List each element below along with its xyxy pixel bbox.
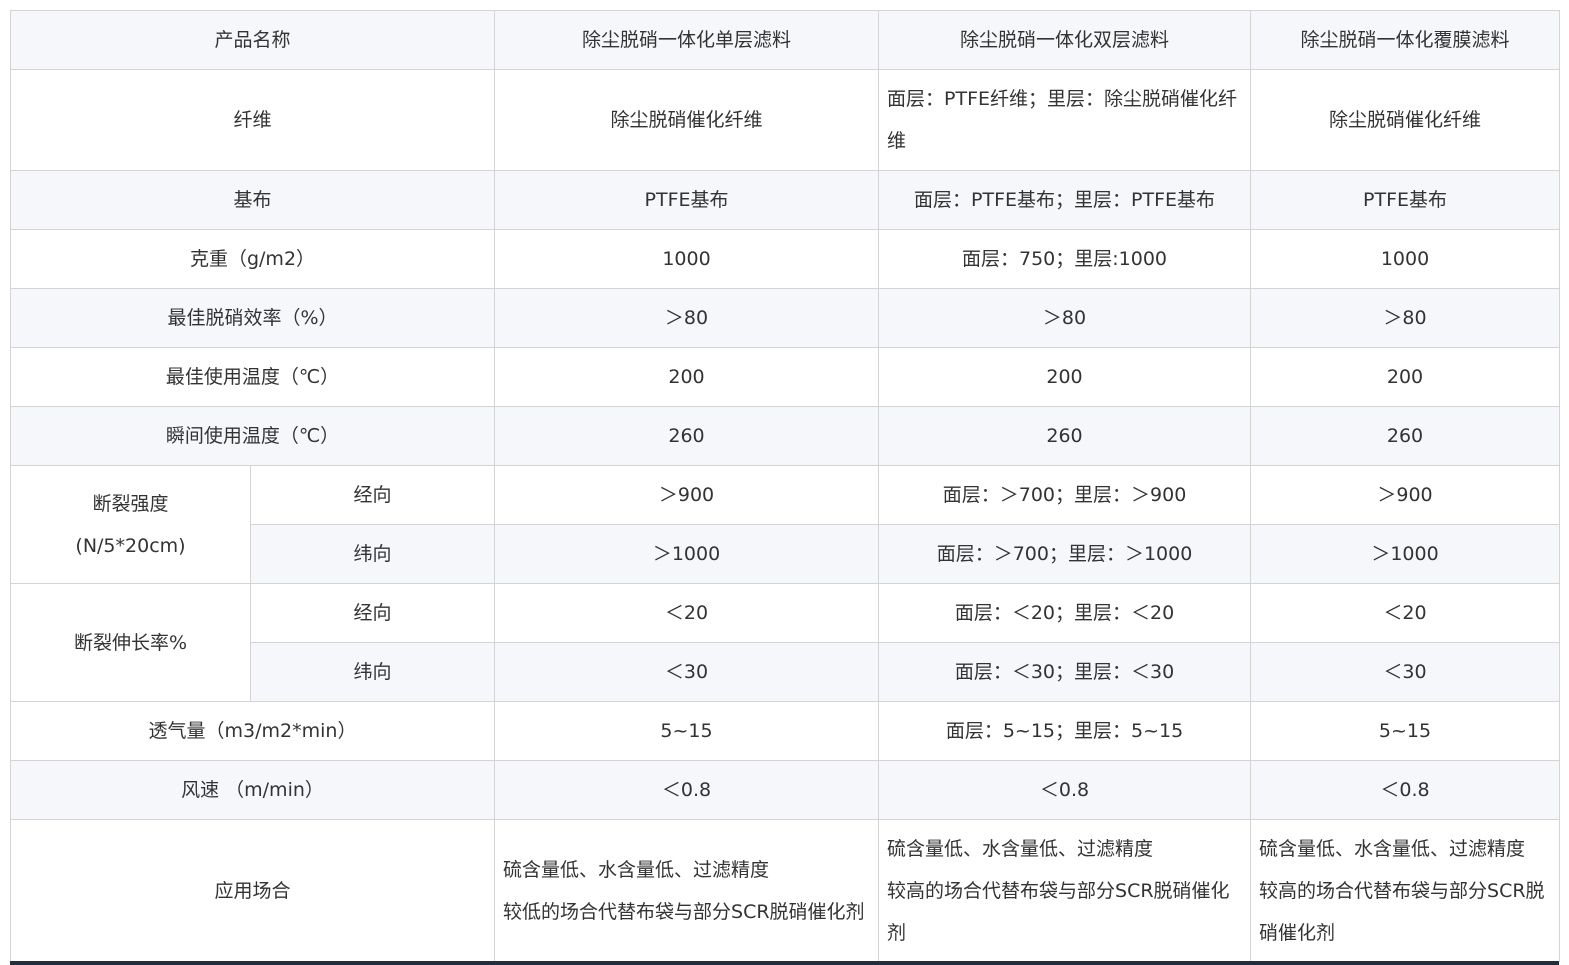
cell: ＜30 <box>494 642 880 702</box>
cell: 5~15 <box>494 701 880 761</box>
cell: 面层：5~15；里层：5~15 <box>878 701 1252 761</box>
header-cell: 产品名称 <box>9 10 496 70</box>
row-label: 断裂强度 (N/5*20cm) <box>10 465 251 584</box>
row-label: 瞬间使用温度（℃） <box>9 406 496 466</box>
header-row: 产品名称 除尘脱硝一体化单层滤料 除尘脱硝一体化双层滤料 除尘脱硝一体化覆膜滤料 <box>9 10 1561 70</box>
cell: ＜0.8 <box>1250 760 1561 820</box>
table-row: 断裂强度 (N/5*20cm) 经向 ＞900 面层：＞700；里层：＞900 … <box>10 465 1561 584</box>
product-spec-table: 产品名称 除尘脱硝一体化单层滤料 除尘脱硝一体化双层滤料 除尘脱硝一体化覆膜滤料… <box>9 10 1561 962</box>
header-cell: 除尘脱硝一体化覆膜滤料 <box>1250 10 1561 70</box>
cell: 面层：＜20；里层：＜20 <box>878 583 1252 643</box>
table-row: 断裂伸长率% 经向 ＜20 面层：＜20；里层：＜20 ＜20 <box>10 583 1561 702</box>
cell: 面层：＞700；里层：＞900 <box>878 465 1252 525</box>
bottom-bar <box>10 961 1559 965</box>
sub-label: 经向 <box>249 583 496 643</box>
cell: 260 <box>494 406 880 466</box>
table-row: 透气量（m3/m2*min） 5~15 面层：5~15；里层：5~15 5~15 <box>9 701 1561 761</box>
cell: PTFE基布 <box>494 170 880 230</box>
cell: ＞900 <box>1250 465 1561 525</box>
cell: PTFE基布 <box>1250 170 1561 230</box>
cell: ＜20 <box>494 583 880 643</box>
table-row: 风速 （m/min） ＜0.8 ＜0.8 ＜0.8 <box>9 760 1561 820</box>
cell: 1000 <box>494 229 880 289</box>
cell: ＞80 <box>1250 288 1561 348</box>
cell: 面层：PTFE基布；里层：PTFE基布 <box>878 170 1252 230</box>
cell: ＞80 <box>494 288 880 348</box>
table-row: 瞬间使用温度（℃） 260 260 260 <box>9 406 1561 466</box>
cell: 面层：＜30；里层：＜30 <box>878 642 1252 702</box>
cell: 1000 <box>1250 229 1561 289</box>
sub-label: 纬向 <box>249 642 496 702</box>
cell: 200 <box>1250 347 1561 407</box>
table-row: 克重（g/m2） 1000 面层：750；里层:1000 1000 <box>9 229 1561 289</box>
table-row: 纤维 除尘脱硝催化纤维 面层：PTFE纤维；里层：除尘脱硝催化纤维 除尘脱硝催化… <box>9 69 1561 171</box>
sub-label: 经向 <box>249 465 496 525</box>
cell: 200 <box>878 347 1252 407</box>
table-row: 纬向 ＞1000 面层：＞700；里层：＞1000 ＞1000 <box>11 524 1561 584</box>
table-row: 基布 PTFE基布 面层：PTFE基布；里层：PTFE基布 PTFE基布 <box>9 170 1561 230</box>
cell: 硫含量低、水含量低、过滤精度 较低的场合代替布袋与部分SCR脱硝催化剂 <box>494 819 880 962</box>
row-label: 断裂伸长率% <box>10 583 251 702</box>
row-label: 透气量（m3/m2*min） <box>9 701 496 761</box>
cell: ＞80 <box>878 288 1252 348</box>
header-cell: 除尘脱硝一体化单层滤料 <box>494 10 880 70</box>
cell: 除尘脱硝催化纤维 <box>1250 69 1561 171</box>
row-label: 应用场合 <box>9 819 496 962</box>
table-row: 最佳使用温度（℃） 200 200 200 <box>9 347 1561 407</box>
cell: 面层：＞700；里层：＞1000 <box>878 524 1252 584</box>
cell: ＜0.8 <box>878 760 1252 820</box>
table-row: 应用场合 硫含量低、水含量低、过滤精度 较低的场合代替布袋与部分SCR脱硝催化剂… <box>9 819 1561 962</box>
cell: 260 <box>878 406 1252 466</box>
row-label: 克重（g/m2） <box>9 229 496 289</box>
cell: 硫含量低、水含量低、过滤精度 较高的场合代替布袋与部分SCR脱硝催化剂 <box>878 819 1252 962</box>
table-row: 纬向 ＜30 面层：＜30；里层：＜30 ＜30 <box>11 642 1561 702</box>
cell: 5~15 <box>1250 701 1561 761</box>
cell: 260 <box>1250 406 1561 466</box>
row-label: 最佳使用温度（℃） <box>9 347 496 407</box>
cell: 面层：750；里层:1000 <box>878 229 1252 289</box>
cell: ＞1000 <box>1250 524 1561 584</box>
row-label: 纤维 <box>9 69 496 171</box>
cell: 200 <box>494 347 880 407</box>
row-label: 风速 （m/min） <box>9 760 496 820</box>
cell: ＞900 <box>494 465 880 525</box>
header-cell: 除尘脱硝一体化双层滤料 <box>878 10 1252 70</box>
cell: 面层：PTFE纤维；里层：除尘脱硝催化纤维 <box>878 69 1252 171</box>
row-label: 基布 <box>9 170 496 230</box>
cell: ＞1000 <box>494 524 880 584</box>
cell: 除尘脱硝催化纤维 <box>494 69 880 171</box>
cell: ＜20 <box>1250 583 1561 643</box>
cell: ＜0.8 <box>494 760 880 820</box>
cell: ＜30 <box>1250 642 1561 702</box>
sub-label: 纬向 <box>249 524 496 584</box>
row-label: 最佳脱硝效率（%） <box>9 288 496 348</box>
cell: 硫含量低、水含量低、过滤精度 较高的场合代替布袋与部分SCR脱硝催化剂 <box>1250 819 1561 962</box>
table-row: 最佳脱硝效率（%） ＞80 ＞80 ＞80 <box>9 288 1561 348</box>
